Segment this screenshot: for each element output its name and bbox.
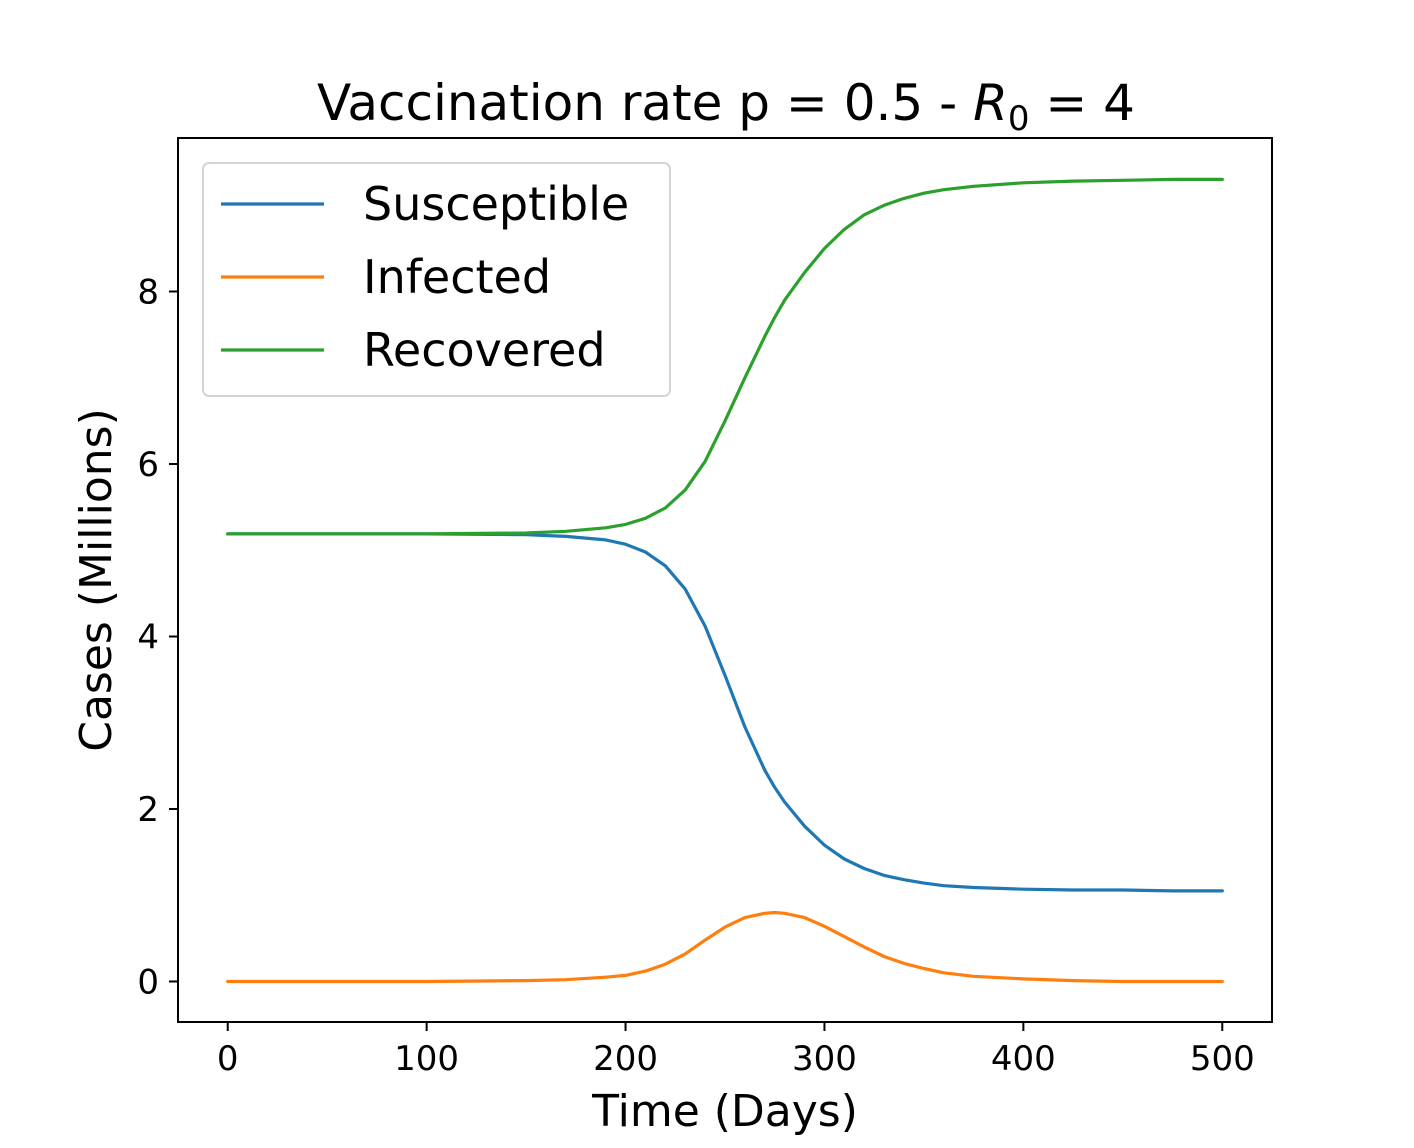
title-symbol: R: [973, 74, 1008, 132]
y-tick-label: 8: [137, 273, 159, 313]
x-tick-label: 200: [593, 1039, 658, 1079]
series-line-recovered: [226, 177, 1224, 536]
legend-label-recovered: Recovered: [363, 323, 606, 377]
y-ticks: 0 2 4 6 8: [137, 273, 178, 1002]
legend-label-infected: Infected: [363, 250, 551, 304]
legend-box: [202, 162, 671, 397]
legend: Susceptible Infected Recovered: [202, 162, 671, 397]
x-ticks: 0 100 200 300 400 500: [217, 1022, 1255, 1079]
x-tick-label: 400: [991, 1039, 1056, 1079]
series-line-susceptible: [226, 532, 1224, 893]
legend-label-susceptible: Susceptible: [363, 177, 629, 231]
series-line-infected: [226, 910, 1224, 984]
series-layer: [226, 177, 1224, 984]
y-tick-label: 6: [137, 445, 159, 485]
title-main: Vaccination rate p = 0.5 -: [317, 74, 973, 132]
x-tick-label: 300: [792, 1039, 857, 1079]
x-tick-label: 0: [217, 1039, 239, 1079]
title-tail: = 4: [1029, 74, 1135, 132]
title-subscript: 0: [1008, 99, 1030, 139]
chart-title: Vaccination rate p = 0.5 - R0 = 4: [317, 74, 1135, 139]
x-axis-label: Time (Days): [591, 1086, 858, 1137]
y-tick-label: 4: [137, 617, 159, 657]
y-tick-label: 0: [137, 962, 159, 1002]
x-tick-label: 100: [394, 1039, 459, 1079]
x-tick-label: 500: [1190, 1039, 1255, 1079]
y-axis-label: Cases (Millions): [71, 408, 122, 752]
y-tick-label: 2: [137, 790, 159, 830]
plot-frame: [177, 137, 1273, 1023]
